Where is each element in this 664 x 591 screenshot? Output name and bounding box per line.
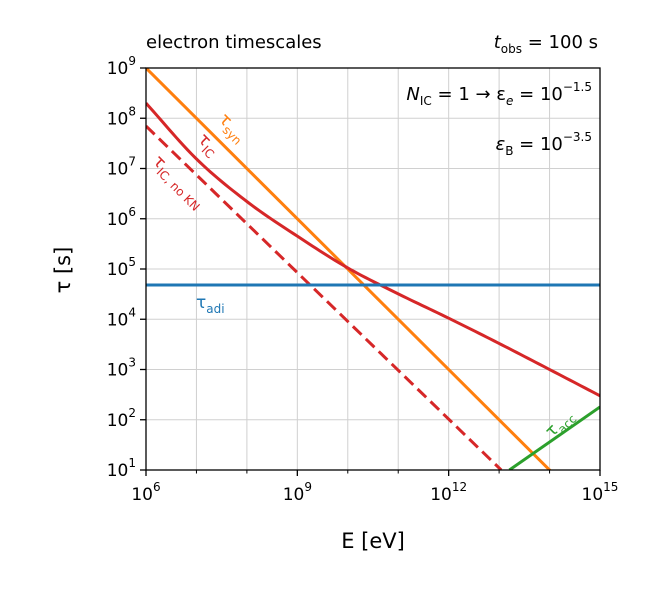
series-line-tau_acc: [508, 405, 600, 470]
chart-title-left: electron timescales: [146, 32, 322, 53]
y-tick-label: 107: [107, 155, 136, 180]
x-tick-base: 10: [283, 485, 305, 505]
chart-title-right: tobs = 100 s: [494, 32, 598, 56]
x-tick-exp: 6: [153, 480, 161, 494]
y-tick-base: 10: [107, 160, 129, 180]
x-tick-exp: 9: [304, 480, 312, 494]
x-tick-label: 109: [283, 480, 312, 505]
x-axis-label: E [eV]: [341, 529, 405, 553]
y-tick-label: 103: [107, 356, 136, 381]
x-tick-base: 10: [131, 485, 153, 505]
y-axis-label: τ [s]: [51, 247, 75, 294]
x-tick-label: 106: [131, 480, 160, 505]
y-tick-base: 10: [107, 59, 129, 79]
series-line-tau_IC: [146, 102, 600, 398]
y-tick-label: 104: [107, 305, 136, 330]
y-tick-exp: 1: [128, 456, 136, 470]
y-tick-base: 10: [107, 310, 129, 330]
y-tick-exp: 7: [128, 155, 136, 169]
label-tau-adi: τadi: [196, 293, 225, 316]
x-tick-exp: 15: [603, 480, 618, 494]
y-tick-exp: 6: [128, 205, 136, 219]
tobs-eq: = 100 s: [522, 32, 598, 53]
series-line-tau_syn: [146, 68, 552, 470]
x-tick-label: 1015: [582, 480, 619, 505]
y-tick-exp: 3: [128, 356, 136, 370]
x-tick-exp: 12: [452, 480, 467, 494]
annotation-nic: NIC = 1 → εe = 10−1.5: [406, 80, 592, 108]
series-layer: [146, 68, 600, 470]
y-tick-label: 101: [107, 456, 136, 481]
x-tick-base: 10: [582, 485, 604, 505]
y-tick-label: 108: [107, 104, 136, 129]
y-tick-label: 105: [107, 255, 136, 280]
y-tick-exp: 8: [128, 104, 136, 118]
y-tick-base: 10: [107, 260, 129, 280]
y-tick-label: 102: [107, 406, 136, 431]
y-tick-base: 10: [107, 210, 129, 230]
y-tick-exp: 9: [128, 54, 136, 68]
y-tick-base: 10: [107, 461, 129, 481]
y-tick-base: 10: [107, 411, 129, 431]
annotation-eb: εB = 10−3.5: [495, 130, 592, 158]
y-tick-label: 106: [107, 205, 136, 230]
ticks: 106 109 1012 101510110210310410510610710810…: [107, 54, 619, 505]
y-tick-exp: 2: [128, 406, 136, 420]
y-tick-base: 10: [107, 361, 129, 381]
tobs-sub: obs: [501, 42, 522, 56]
x-tick-base: 10: [430, 485, 452, 505]
y-tick-label: 109: [107, 54, 136, 79]
tobs-var: t: [494, 32, 502, 53]
y-tick-exp: 5: [128, 255, 136, 269]
y-tick-base: 10: [107, 109, 129, 129]
series-line-tau_IC_noKN: [146, 124, 503, 470]
x-tick-label: 1012: [430, 480, 467, 505]
y-tick-exp: 4: [128, 305, 136, 319]
